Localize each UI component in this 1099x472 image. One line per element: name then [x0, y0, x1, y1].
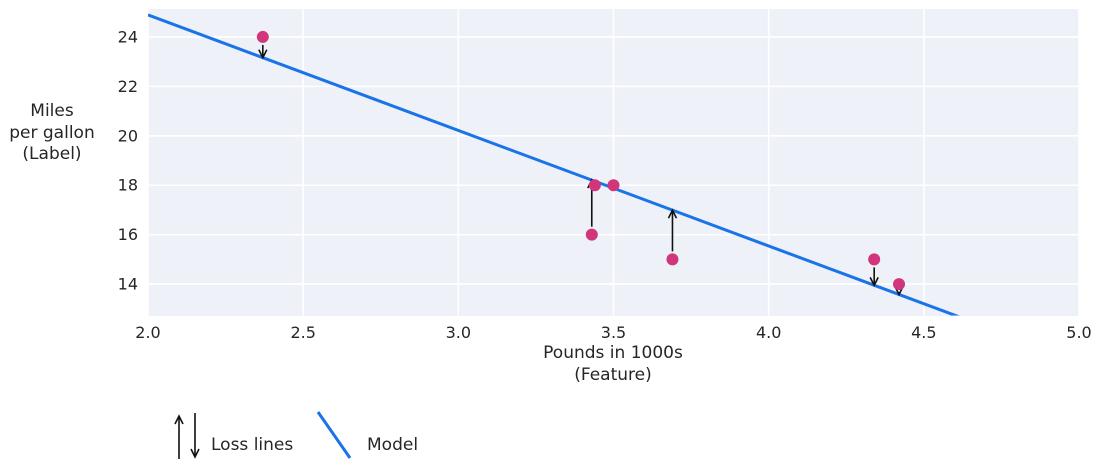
legend-loss-down-arrow-icon-head — [190, 448, 200, 459]
loss-arrow-head — [869, 276, 879, 288]
legend-label-loss-lines: Loss lines — [211, 435, 294, 455]
y-axis-label-line: per gallon — [9, 122, 95, 143]
y-axis-label-line: Miles — [30, 101, 74, 121]
x-tick-label: 4.5 — [911, 323, 936, 342]
y-axis-label: Miles per gallon (Label) — [0, 101, 104, 166]
loss-arrow-head — [258, 49, 268, 60]
x-tick-label: 2.0 — [135, 323, 160, 342]
data-point — [256, 30, 269, 43]
x-axis-label-line: (Feature) — [574, 364, 652, 385]
legend-loss-up-arrow-icon-head — [174, 414, 184, 425]
x-tick-label: 3.5 — [601, 323, 626, 342]
data-point — [868, 253, 881, 266]
x-tick-label: 3.0 — [446, 323, 471, 342]
x-axis-label: Pounds in 1000s (Feature) — [463, 343, 763, 386]
data-point — [893, 278, 906, 291]
y-tick-label: 22 — [118, 77, 138, 96]
y-tick-label: 14 — [118, 275, 138, 294]
y-tick-label: 16 — [118, 225, 138, 244]
data-point — [588, 179, 601, 192]
data-point — [607, 179, 620, 192]
legend-label-model: Model — [367, 435, 419, 455]
data-point — [666, 253, 679, 266]
y-axis-label-line: (Label) — [22, 144, 82, 164]
x-tick-label: 2.5 — [290, 323, 315, 342]
x-tick-label: 4.0 — [756, 323, 781, 342]
loss-arrow-head — [667, 208, 678, 219]
y-tick-label: 18 — [118, 176, 138, 195]
data-point — [585, 228, 598, 241]
x-tick-label: 5.0 — [1066, 323, 1091, 342]
y-tick-label: 24 — [118, 27, 138, 46]
legend-model-line-icon — [316, 411, 352, 459]
x-axis-label-line: Pounds in 1000s — [543, 343, 683, 363]
y-tick-label: 20 — [118, 126, 138, 145]
